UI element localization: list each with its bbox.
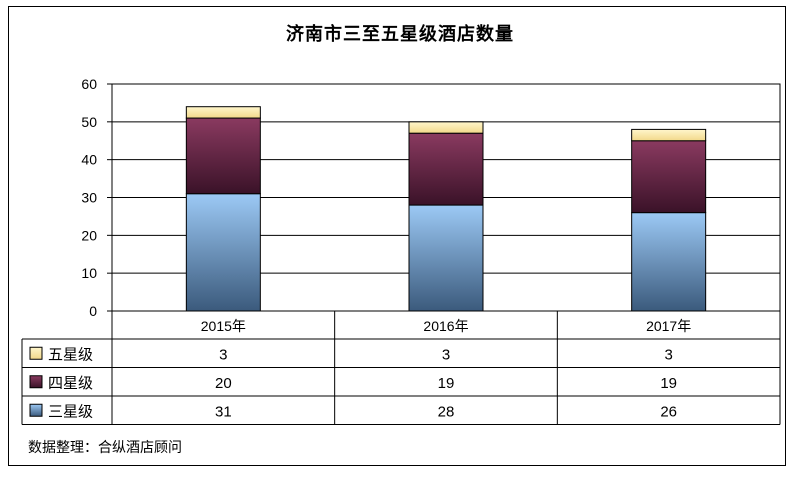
bar-segment [631,128,707,142]
bar-segment [631,140,707,214]
y-tick-label: 0 [89,303,97,319]
x-category-label: 2017年 [646,318,691,334]
legend-swatch [29,375,43,389]
chart-title: 济南市三至五星级酒店数量 [286,24,514,45]
bar-segment [185,117,261,195]
bar-segment [408,121,484,134]
legend-label: 五星级 [48,345,93,363]
y-tick-label: 60 [81,76,97,92]
data-label: 28 [438,403,455,420]
data-label: 20 [215,375,232,392]
data-label: 3 [664,346,672,363]
bar-segment [408,132,484,206]
y-tick-label: 10 [81,265,97,281]
legend-swatch [29,403,43,417]
data-label: 19 [660,375,677,392]
bar-segment [631,212,707,312]
y-tick-label: 40 [81,152,97,168]
legend-swatch [29,346,43,360]
data-label: 31 [215,403,232,420]
y-tick-label: 30 [81,190,97,206]
data-label: 26 [660,403,677,420]
y-tick-label: 50 [81,114,97,130]
data-source-note: 数据整理：合纵酒店顾问 [28,440,182,456]
bar-segment [185,193,261,312]
bar-segment [185,106,261,119]
y-tick-label: 20 [81,227,97,243]
x-category-label: 2015年 [201,318,246,334]
legend-label: 四星级 [48,374,93,392]
bar-segment [408,204,484,312]
data-label: 3 [219,346,227,363]
x-category-label: 2016年 [423,318,468,334]
legend-label: 三星级 [48,402,93,420]
data-label: 3 [442,346,450,363]
data-label: 19 [438,375,455,392]
chart-frame [8,6,786,466]
